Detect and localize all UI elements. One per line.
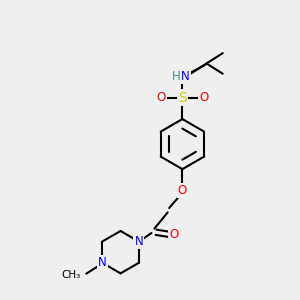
- Text: N: N: [134, 235, 143, 248]
- Text: O: O: [199, 92, 208, 104]
- Text: O: O: [157, 92, 166, 104]
- Text: H: H: [172, 70, 180, 83]
- Text: O: O: [169, 228, 179, 241]
- Text: O: O: [178, 184, 187, 197]
- Text: S: S: [178, 91, 187, 105]
- Text: CH₃: CH₃: [62, 270, 81, 280]
- Text: N: N: [181, 70, 190, 83]
- Text: N: N: [98, 256, 106, 269]
